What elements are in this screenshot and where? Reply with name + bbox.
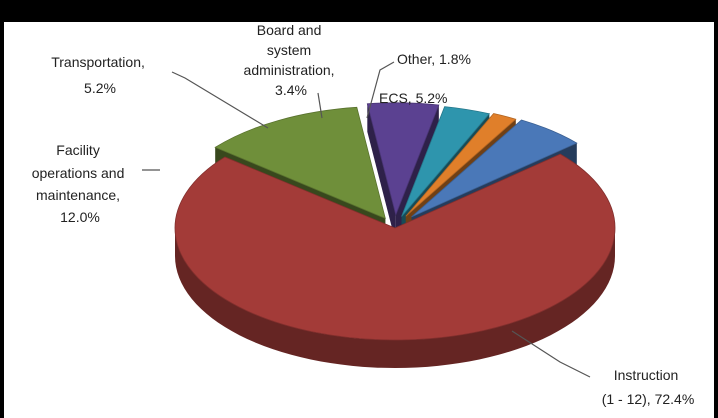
label-facility-line-3: maintenance, — [36, 187, 120, 203]
label-instruction-line-1: Instruction — [614, 367, 679, 383]
label-instruction-line-2: (1 - 12), 72.4% — [602, 391, 695, 407]
slice-wall-instruction-1-12 — [175, 228, 615, 368]
leader-instruction — [511, 330, 591, 378]
label-facility: Facility operations and maintenance, 12.… — [32, 142, 129, 225]
label-ecs-line-1: ECS, 5.2% — [379, 90, 447, 106]
slice-top-board-and-system-administration — [401, 106, 491, 217]
slice-top-other — [405, 113, 517, 217]
slice-top-transportation — [366, 102, 440, 217]
label-board-line-3: administration, — [244, 62, 335, 78]
slice-top-instruction-1-12 — [174, 153, 616, 341]
label-transportation-line-2: 5.2% — [84, 80, 116, 96]
label-board-line-1: Board and — [257, 22, 322, 38]
label-other-line-1: Other, 1.8% — [397, 51, 471, 67]
leader-board — [317, 92, 323, 119]
pie-sides — [174, 102, 616, 368]
label-board-line-4: 3.4% — [275, 82, 307, 98]
label-instruction: Instruction (1 - 12), 72.4% — [602, 367, 695, 407]
slice-edge-transportation — [367, 103, 396, 243]
slice-top-facility-operations-and-maintenance — [214, 106, 386, 220]
slice-instruction-1-12 — [174, 153, 616, 368]
slice-top-ecs — [411, 119, 578, 218]
label-facility-line-2: operations and — [32, 165, 125, 181]
label-facility-line-1: Facility — [56, 142, 100, 158]
leader-other — [366, 61, 395, 119]
chart-panel: Transportation, 5.2% Board and system ad… — [4, 22, 714, 418]
label-board: Board and system administration, 3.4% — [244, 22, 339, 98]
label-facility-line-4: 12.0% — [60, 209, 100, 225]
label-transportation: Transportation, 5.2% — [51, 54, 149, 96]
label-board-line-2: system — [267, 42, 311, 58]
leader-transportation — [171, 71, 269, 129]
label-other: Other, 1.8% — [397, 51, 471, 67]
pie-chart: Transportation, 5.2% Board and system ad… — [32, 22, 695, 407]
label-ecs: ECS, 5.2% — [379, 90, 447, 106]
label-transportation-line-1: Transportation, — [51, 54, 145, 70]
